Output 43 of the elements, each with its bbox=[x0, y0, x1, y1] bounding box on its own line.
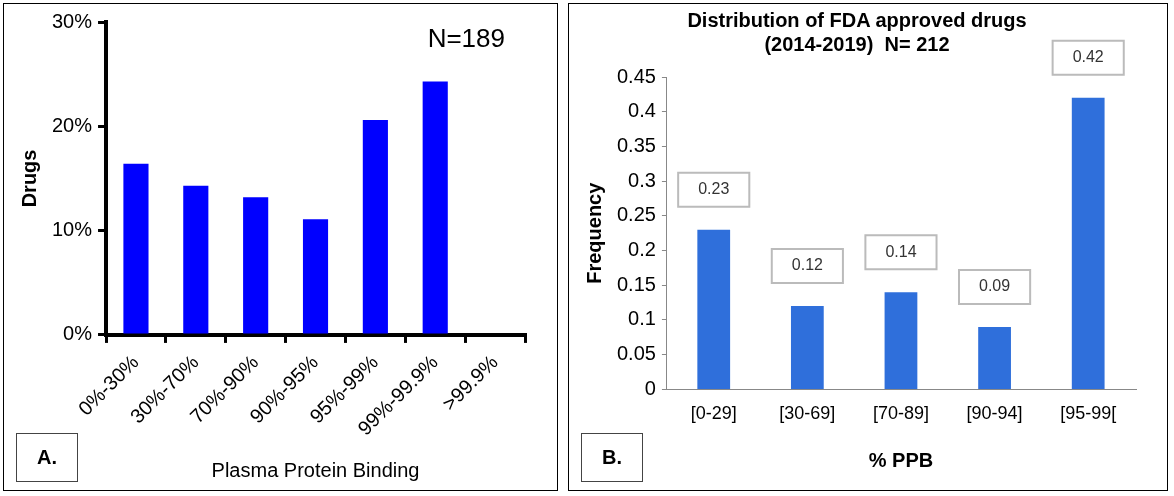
data-label: 0.12 bbox=[791, 256, 824, 274]
bar bbox=[978, 326, 1011, 389]
annotation: N=189 bbox=[427, 23, 505, 54]
y-tick-label: 0.05 bbox=[616, 342, 656, 365]
y-tick-label: 0.25 bbox=[616, 203, 656, 226]
x-axis-title: % PPB bbox=[868, 448, 934, 471]
x-tick-label: [70-89] bbox=[872, 403, 929, 424]
bar bbox=[123, 163, 149, 334]
y-tick-label: 30% bbox=[52, 9, 93, 32]
x-tick-label: [30-69] bbox=[779, 403, 836, 424]
x-axis-title: Plasma Protein Binding bbox=[211, 458, 420, 481]
x-tick-label: [95-99[ bbox=[1060, 403, 1117, 424]
bar bbox=[362, 120, 388, 334]
bar bbox=[697, 229, 731, 389]
y-tick-label: 0.35 bbox=[616, 133, 656, 156]
bar bbox=[422, 81, 448, 334]
y-axis-title: Frequency bbox=[582, 181, 605, 284]
bar bbox=[183, 185, 209, 334]
y-axis-title: Drugs bbox=[17, 149, 40, 208]
y-tick-label: 20% bbox=[52, 113, 93, 136]
bar bbox=[1071, 97, 1105, 389]
y-tick-label: 0.15 bbox=[616, 272, 656, 295]
y-tick-label: 0.3 bbox=[628, 168, 656, 191]
text: B. bbox=[581, 433, 643, 482]
y-tick-label: 0.4 bbox=[628, 99, 656, 122]
data-label: 0.14 bbox=[885, 242, 917, 260]
y-tick-label: 0.1 bbox=[628, 307, 656, 330]
data-label: 0.09 bbox=[979, 277, 1011, 295]
bar bbox=[884, 292, 918, 389]
y-tick-label: 0.2 bbox=[628, 238, 656, 261]
y-tick-label: 0.45 bbox=[616, 64, 656, 87]
bar bbox=[790, 306, 824, 389]
data-label: 0.23 bbox=[698, 180, 730, 198]
y-tick-label: 0 bbox=[644, 376, 656, 399]
x-tick-label: [0-29] bbox=[690, 403, 737, 424]
y-tick-label: 10% bbox=[52, 218, 93, 241]
y-tick-label: 0% bbox=[63, 322, 93, 345]
data-label: 0.42 bbox=[1072, 48, 1104, 66]
text: A. bbox=[16, 433, 78, 482]
x-tick-label: [90-94] bbox=[966, 403, 1023, 424]
bar bbox=[302, 219, 329, 334]
chart-title: Distribution of FDA approved drugs (2014-2019) N= 212 bbox=[687, 8, 1027, 55]
bar bbox=[243, 197, 269, 334]
